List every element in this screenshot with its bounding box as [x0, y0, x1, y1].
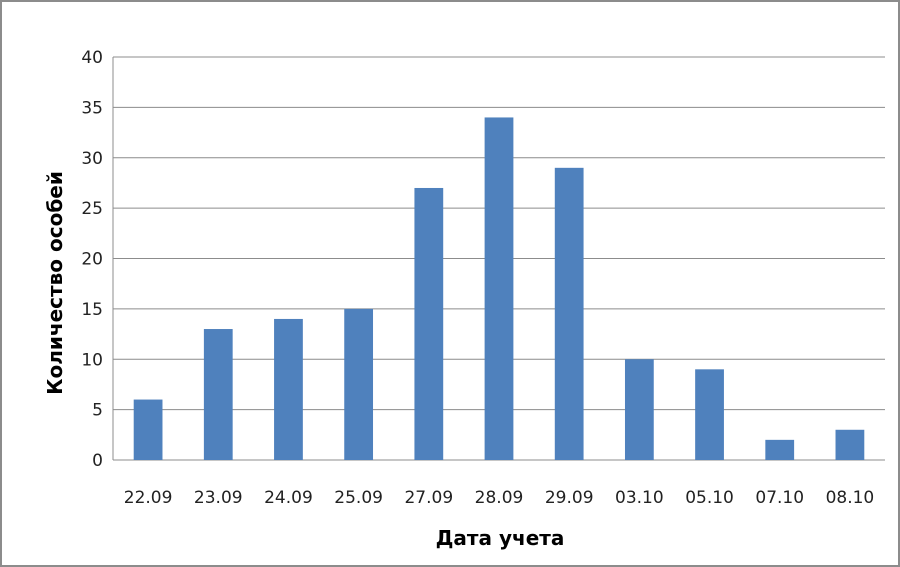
x-tick-label: 24.09 [264, 488, 313, 508]
x-axis-ticks: 22.09 23.09 24.09 25.09 27.09 28.09 29.09 03.10… [124, 488, 874, 508]
bar-03.10 [624, 359, 654, 460]
bar-28.09 [484, 117, 514, 460]
x-tick-label: 22.09 [124, 488, 173, 508]
bar-07.10 [765, 439, 795, 460]
x-tick-label: 05.10 [685, 488, 734, 508]
bar-27.09 [414, 187, 444, 460]
bar-22.09 [133, 399, 163, 460]
y-tick-label: 15 [81, 300, 103, 320]
bar-08.10 [835, 429, 865, 460]
bar-25.09 [344, 308, 374, 460]
x-tick-label: 29.09 [545, 488, 594, 508]
x-tick-label: 27.09 [404, 488, 453, 508]
x-tick-label: 07.10 [755, 488, 804, 508]
bar-23.09 [203, 329, 233, 460]
x-axis-title: Дата учета [436, 526, 565, 550]
y-tick-label: 35 [81, 98, 103, 118]
y-tick-label: 40 [81, 48, 103, 68]
y-tick-label: 25 [81, 199, 103, 219]
y-axis-ticks: 0 5 10 15 20 25 30 35 40 [81, 48, 103, 471]
x-tick-label: 25.09 [334, 488, 383, 508]
x-tick-label: 08.10 [826, 488, 875, 508]
y-tick-label: 20 [81, 250, 103, 270]
bar-29.09 [554, 167, 584, 460]
y-tick-label: 5 [92, 401, 103, 421]
x-tick-label: 23.09 [194, 488, 243, 508]
y-tick-label: 10 [81, 350, 103, 370]
bar-24.09 [274, 318, 303, 460]
y-tick-label: 30 [81, 149, 103, 169]
x-tick-label: 28.09 [475, 488, 524, 508]
y-axis-title: Количество особей [43, 171, 67, 395]
y-tick-label: 0 [92, 451, 103, 471]
bar-05.10 [695, 369, 724, 460]
x-tick-label: 03.10 [615, 488, 664, 508]
bars [133, 117, 865, 460]
